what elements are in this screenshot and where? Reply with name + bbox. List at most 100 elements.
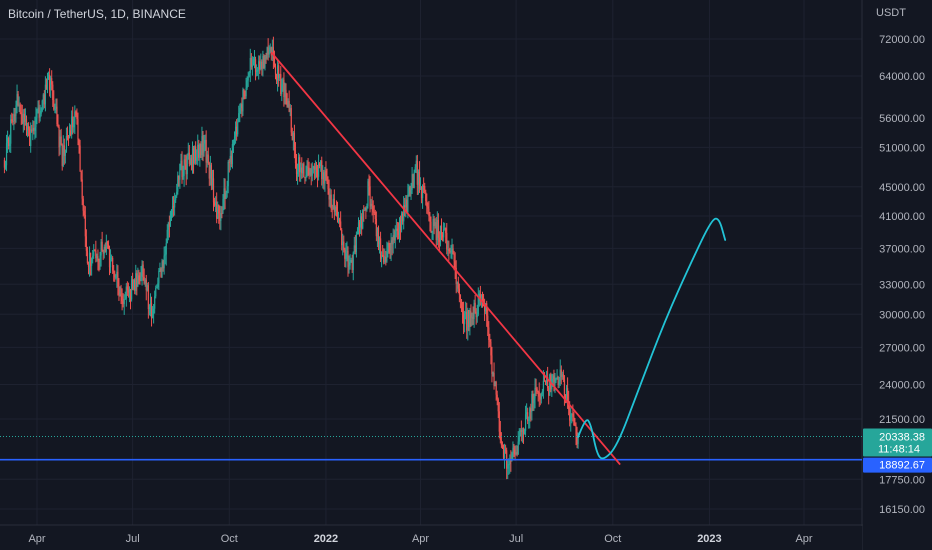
candle-body (119, 293, 121, 295)
candle-body (372, 206, 374, 212)
candle-body (465, 311, 467, 314)
candle-body (217, 204, 219, 219)
price-axis[interactable]: USDT 72000.00 64000.00 56000.00 51000.00 4500… (863, 0, 932, 550)
candle-body (245, 88, 247, 97)
candle-body (188, 152, 190, 164)
candle-body (239, 107, 241, 114)
candle-body (529, 408, 531, 419)
candle-body (444, 228, 446, 230)
candle-body (8, 137, 10, 147)
chart-drawings[interactable] (0, 51, 862, 466)
candle-body (12, 121, 14, 123)
candle-body (136, 273, 138, 287)
candle-body (164, 254, 166, 256)
candle-body (266, 47, 268, 59)
time-tick-label: Jul (509, 533, 523, 545)
candle-body (132, 279, 134, 290)
candle-body (516, 452, 518, 455)
candle-body (139, 280, 141, 282)
candle-body (82, 198, 84, 211)
candle-body (405, 199, 407, 208)
candle-body (138, 275, 140, 281)
candle-body (295, 163, 298, 175)
candle-body (201, 136, 203, 155)
candle-body (404, 205, 406, 208)
candle-body (211, 178, 214, 186)
candle-body (274, 66, 277, 75)
candle-body (47, 74, 50, 80)
candle-body (343, 241, 345, 250)
candle-body (474, 302, 476, 312)
candle-body (293, 132, 296, 151)
candle-body (360, 216, 362, 228)
candle-body (13, 114, 15, 122)
candle-body (170, 209, 173, 213)
candle-body (495, 381, 497, 395)
candle-body (573, 416, 575, 426)
price-tick-label: 16150.00 (879, 504, 925, 516)
candle-body (85, 236, 87, 251)
candle-body (145, 279, 147, 291)
candle-body (388, 243, 390, 247)
exchange-label: BINANCE (132, 7, 186, 21)
candle-body (88, 252, 91, 267)
candle-body (539, 396, 541, 400)
candle-body (515, 452, 517, 455)
candle-body (165, 243, 167, 255)
candle-body (487, 315, 489, 328)
price-tick-label: 27000.00 (879, 342, 925, 354)
candle-body (30, 129, 32, 146)
candle-body (264, 57, 266, 68)
candle-body (509, 460, 511, 465)
candle-body (497, 399, 499, 412)
candle-body (453, 253, 455, 262)
candle-body (9, 143, 11, 147)
candle-body (197, 144, 199, 158)
candle-body (413, 172, 415, 188)
candle-body (336, 210, 339, 220)
candle-body (301, 167, 303, 174)
candle-body (157, 283, 159, 288)
candle-body (328, 189, 330, 200)
candle-body (17, 94, 19, 106)
candle-body (271, 47, 273, 56)
candle-body (422, 186, 424, 199)
candle-body (439, 225, 442, 242)
candle-body (44, 84, 47, 105)
projection-curve[interactable] (577, 217, 727, 460)
candle-body (310, 168, 312, 176)
candle-body (52, 84, 54, 100)
candle-body (106, 241, 108, 245)
candle-body (433, 219, 435, 227)
candle-body (275, 74, 278, 81)
candle-body (57, 123, 59, 127)
candle-body (64, 152, 66, 156)
candle-body (486, 303, 488, 316)
time-tick-label: 2022 (314, 533, 338, 545)
candle-body (498, 411, 500, 432)
candle-body (423, 186, 425, 188)
candle-body (519, 430, 521, 437)
candlestick-series (3, 36, 579, 480)
candle-body (272, 47, 275, 59)
candle-body (25, 119, 28, 131)
candle-body (555, 378, 557, 381)
candle-body (118, 286, 120, 295)
candle-body (242, 89, 244, 112)
candle-body (232, 143, 235, 145)
candle-body (22, 113, 24, 124)
candle-body (476, 314, 478, 318)
candle-body (97, 256, 99, 261)
candle-body (347, 250, 349, 267)
candle-body (462, 312, 465, 325)
candle-body (577, 432, 579, 444)
candle-body (240, 104, 242, 108)
candle-body (327, 182, 329, 190)
candle-body (194, 146, 196, 163)
time-axis[interactable]: Apr Jul Oct 2022 Apr Jul Oct 2023 Apr (0, 526, 862, 550)
descending-trendline[interactable] (270, 51, 621, 466)
candle-body (420, 186, 423, 199)
candle-body (443, 229, 445, 238)
